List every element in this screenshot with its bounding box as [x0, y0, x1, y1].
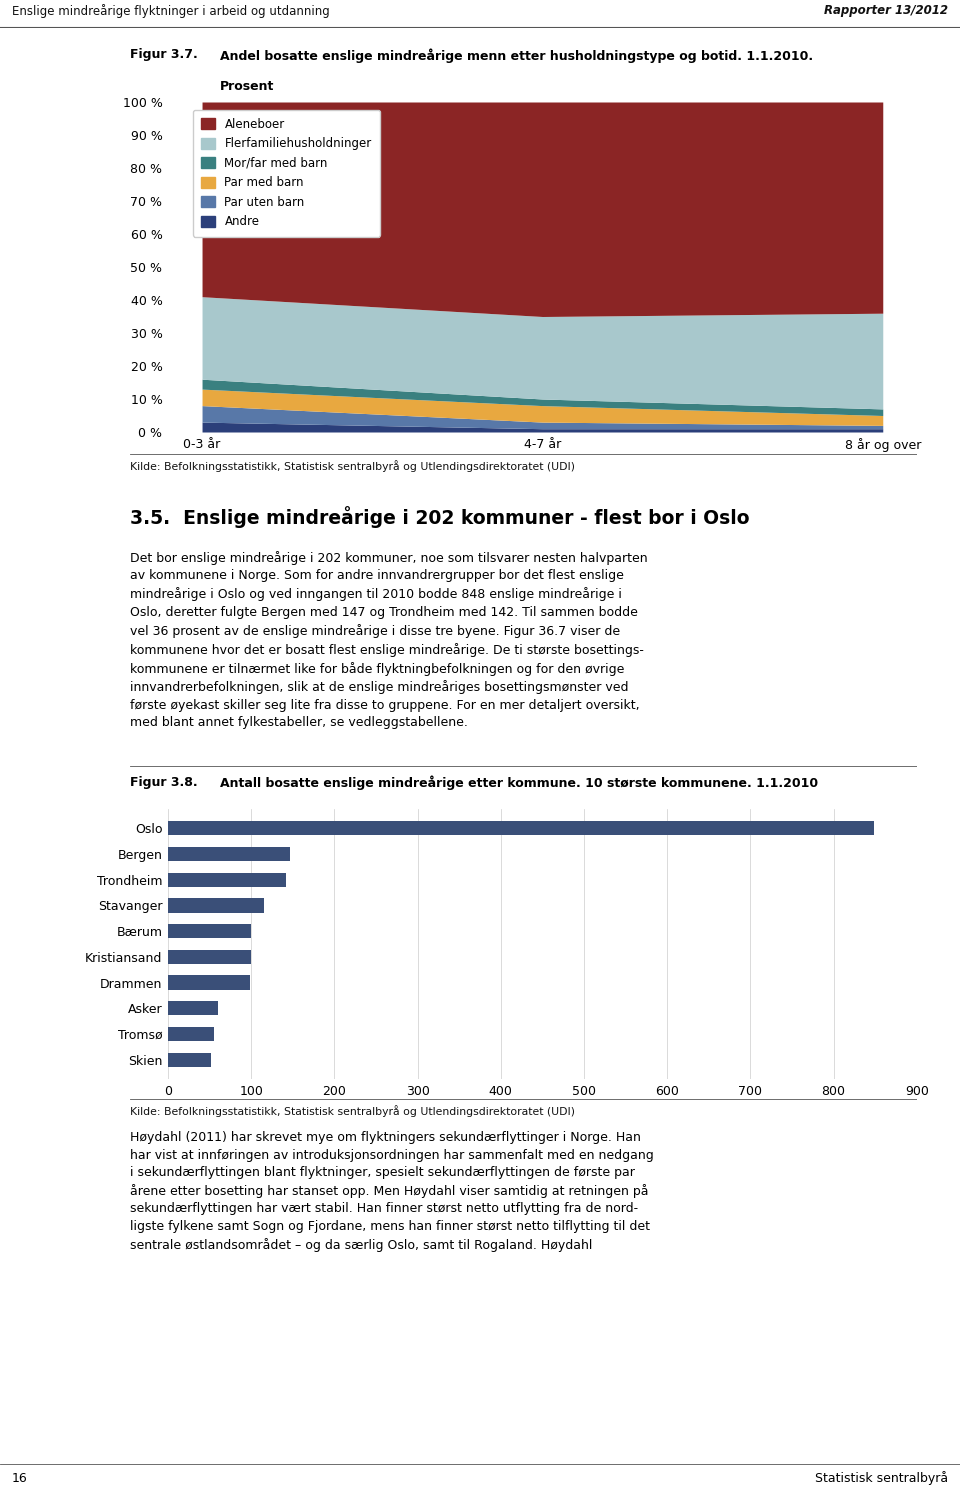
- Text: Det bor enslige mindreårige i 202 kommuner, noe som tilsvarer nesten halvparten
: Det bor enslige mindreårige i 202 kommun…: [130, 551, 647, 730]
- Bar: [168, 950, 252, 963]
- Bar: [168, 925, 252, 938]
- Bar: [168, 1001, 218, 1015]
- Bar: [168, 1027, 214, 1041]
- Text: Andel bosatte enslige mindreårige menn etter husholdningstype og botid. 1.1.2010: Andel bosatte enslige mindreårige menn e…: [220, 48, 813, 63]
- Text: Høydahl (2011) har skrevet mye om flyktningers sekundærflyttinger i Norge. Han
h: Høydahl (2011) har skrevet mye om flyktn…: [130, 1132, 654, 1252]
- Text: Enslige mindreårige flyktninger i arbeid og utdanning: Enslige mindreårige flyktninger i arbeid…: [12, 3, 329, 18]
- Text: Figur 3.7.: Figur 3.7.: [130, 48, 198, 61]
- Text: 3.5.  Enslige mindreårige i 202 kommuner - flest bor i Oslo: 3.5. Enslige mindreårige i 202 kommuner …: [130, 506, 749, 529]
- Text: 16: 16: [12, 1473, 27, 1485]
- Bar: [168, 1053, 211, 1066]
- Text: Prosent: Prosent: [220, 80, 275, 94]
- Text: Figur 3.8.: Figur 3.8.: [130, 776, 197, 789]
- Bar: [168, 847, 290, 861]
- Bar: [168, 898, 264, 913]
- Text: Statistisk sentralbyrå: Statistisk sentralbyrå: [815, 1471, 948, 1486]
- Bar: [168, 873, 286, 887]
- Text: Antall bosatte enslige mindreårige etter kommune. 10 største kommunene. 1.1.2010: Antall bosatte enslige mindreårige etter…: [220, 776, 818, 791]
- Bar: [168, 975, 250, 990]
- Bar: [168, 822, 874, 835]
- Legend: Aleneboer, Flerfamiliehusholdninger, Mor/far med barn, Par med barn, Par uten ba: Aleneboer, Flerfamiliehusholdninger, Mor…: [193, 110, 380, 237]
- Text: Rapporter 13/2012: Rapporter 13/2012: [825, 4, 948, 18]
- Text: Kilde: Befolkningsstatistikk, Statistisk sentralbyrå og Utlendingsdirektoratet (: Kilde: Befolkningsstatistikk, Statistisk…: [130, 1105, 575, 1117]
- Text: Kilde: Befolkningsstatistikk, Statistisk sentralbyrå og Utlendingsdirektoratet (: Kilde: Befolkningsstatistikk, Statistisk…: [130, 460, 575, 472]
